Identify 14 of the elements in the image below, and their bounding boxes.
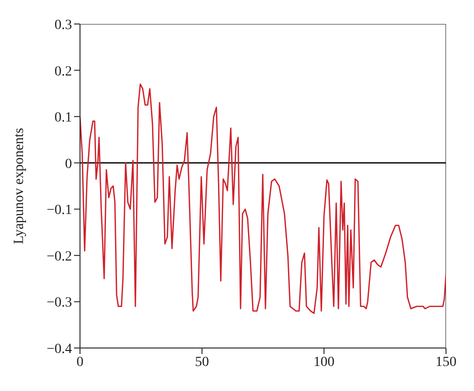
x-tick-label: 150	[436, 354, 456, 370]
y-tick-label: 0.3	[54, 18, 72, 33]
y-tick-label: 0.2	[54, 64, 72, 80]
y-tick-label: −0.3	[46, 296, 72, 311]
y-tick-label: −0.4	[46, 342, 72, 357]
line-series	[80, 84, 446, 314]
y-tick-label: 0.1	[54, 110, 72, 126]
x-tick-label: 50	[195, 354, 209, 370]
y-tick-label: −0.2	[46, 249, 72, 264]
y-tick-label: −0.1	[46, 203, 72, 218]
x-tick-label: 100	[314, 354, 334, 370]
y-tick-label: 0	[65, 156, 72, 172]
x-tick-label: 0	[76, 354, 84, 370]
y-axis-title: Lyapunov exponents	[12, 128, 27, 244]
